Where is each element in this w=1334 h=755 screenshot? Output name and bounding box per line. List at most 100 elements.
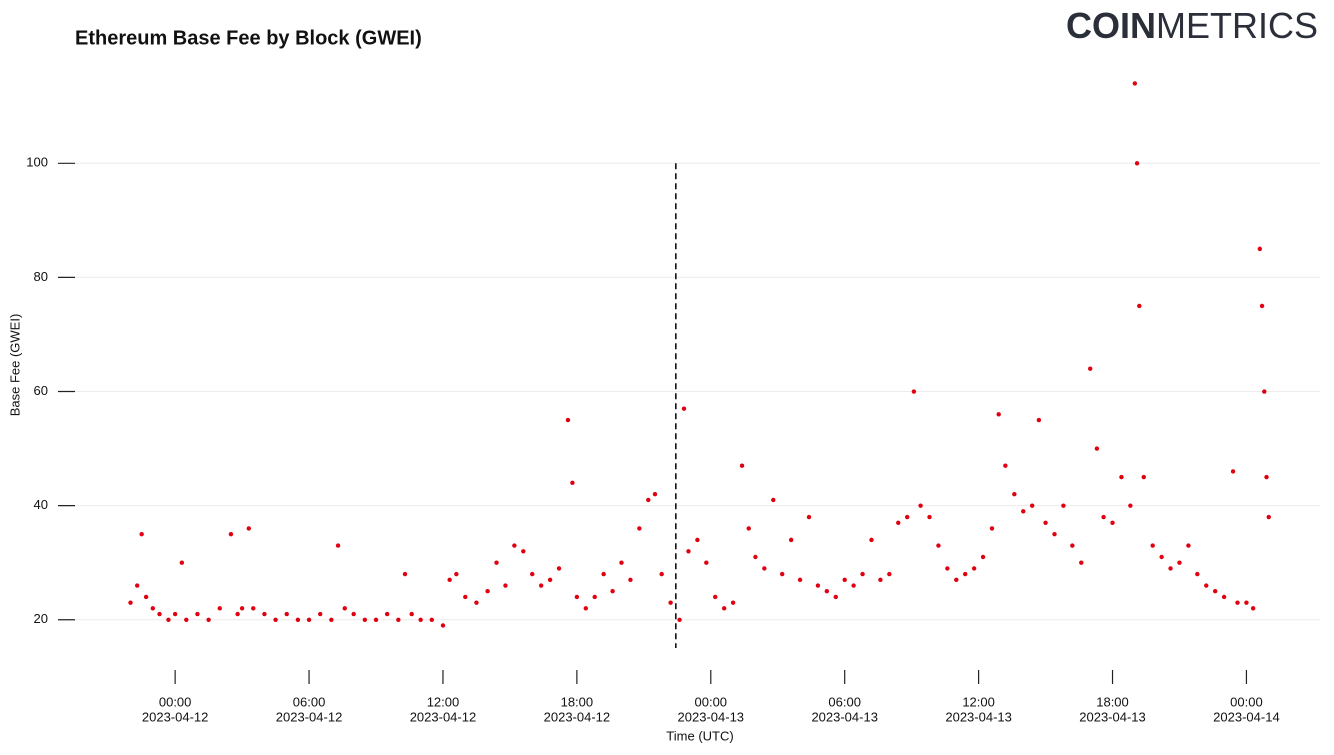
point	[1021, 509, 1026, 514]
point	[1204, 583, 1209, 588]
point	[637, 526, 642, 531]
point	[373, 617, 379, 622]
point	[1257, 246, 1263, 252]
point	[246, 526, 251, 531]
point	[592, 594, 597, 600]
point	[1088, 366, 1093, 371]
point	[918, 503, 923, 508]
x-tick-label: 06:00	[293, 694, 326, 709]
logo-light: METRICS	[1156, 5, 1318, 46]
point	[610, 589, 615, 594]
point	[273, 617, 278, 622]
point	[565, 417, 571, 423]
x-tick-label: 12:00	[427, 694, 460, 709]
point	[521, 549, 526, 554]
x-tick-label: 00:00	[695, 694, 728, 709]
point	[753, 554, 758, 560]
point	[1244, 600, 1249, 605]
point	[574, 594, 580, 600]
point	[646, 497, 651, 503]
point	[1235, 600, 1240, 605]
x-tick-label: 2023-04-13	[678, 709, 745, 724]
point	[1262, 389, 1267, 394]
x-tick-label: 00:00	[1230, 694, 1263, 709]
point	[195, 611, 200, 617]
point	[601, 571, 606, 577]
point	[166, 617, 171, 622]
point	[780, 571, 785, 577]
point	[619, 560, 624, 565]
point	[1159, 554, 1164, 560]
point	[1137, 303, 1142, 309]
y-tick-label: 20	[34, 611, 48, 626]
point	[762, 566, 767, 571]
point	[306, 617, 312, 622]
x-tick-label: 18:00	[561, 694, 594, 709]
point	[1094, 446, 1100, 451]
point	[1259, 303, 1265, 309]
x-tick-label: 12:00	[962, 694, 995, 709]
point	[1132, 81, 1138, 86]
y-tick-label: 60	[34, 383, 48, 398]
point	[771, 497, 776, 503]
point	[628, 577, 633, 583]
point	[1134, 161, 1140, 166]
point	[318, 611, 323, 617]
point	[150, 606, 156, 611]
point	[409, 611, 414, 617]
x-tick-label: 2023-04-12	[142, 709, 209, 724]
point	[1177, 560, 1182, 565]
x-tick-label: 18:00	[1096, 694, 1129, 709]
point	[512, 543, 517, 548]
point	[139, 531, 144, 537]
point	[677, 617, 682, 622]
x-axis-label: Time (UTC)	[666, 728, 733, 743]
point	[887, 571, 892, 577]
point	[1043, 520, 1048, 525]
point	[721, 606, 727, 611]
point	[911, 389, 917, 394]
point	[1186, 543, 1191, 548]
point	[704, 560, 709, 565]
point	[463, 594, 468, 600]
point	[1128, 503, 1133, 508]
point	[402, 571, 408, 577]
point	[824, 589, 830, 594]
point	[1052, 531, 1057, 537]
point	[842, 577, 847, 583]
x-tick-label: 2023-04-13	[945, 709, 1012, 724]
point	[860, 571, 865, 577]
point	[342, 606, 347, 611]
point	[485, 589, 490, 594]
point	[1061, 503, 1066, 508]
point	[217, 606, 222, 611]
point	[927, 514, 932, 520]
point	[362, 617, 368, 622]
point	[713, 594, 718, 600]
point	[384, 611, 390, 617]
point	[262, 611, 267, 617]
point	[806, 514, 812, 520]
point	[228, 531, 234, 537]
point	[556, 566, 562, 571]
point	[179, 560, 185, 565]
point	[851, 583, 856, 588]
point	[284, 611, 289, 617]
point	[547, 577, 553, 583]
point	[1264, 474, 1269, 480]
x-tick-label: 2023-04-12	[544, 709, 611, 724]
point	[980, 554, 986, 560]
point	[730, 600, 736, 605]
point	[570, 480, 575, 486]
point	[1168, 566, 1173, 571]
point	[945, 566, 950, 571]
point	[503, 583, 508, 588]
point	[1221, 594, 1227, 600]
point	[184, 617, 189, 622]
logo: COINMETRICS	[1066, 5, 1318, 46]
point	[351, 611, 356, 617]
x-tick-label: 2023-04-13	[1079, 709, 1146, 724]
y-tick-label: 100	[26, 155, 48, 170]
point	[1029, 503, 1035, 508]
